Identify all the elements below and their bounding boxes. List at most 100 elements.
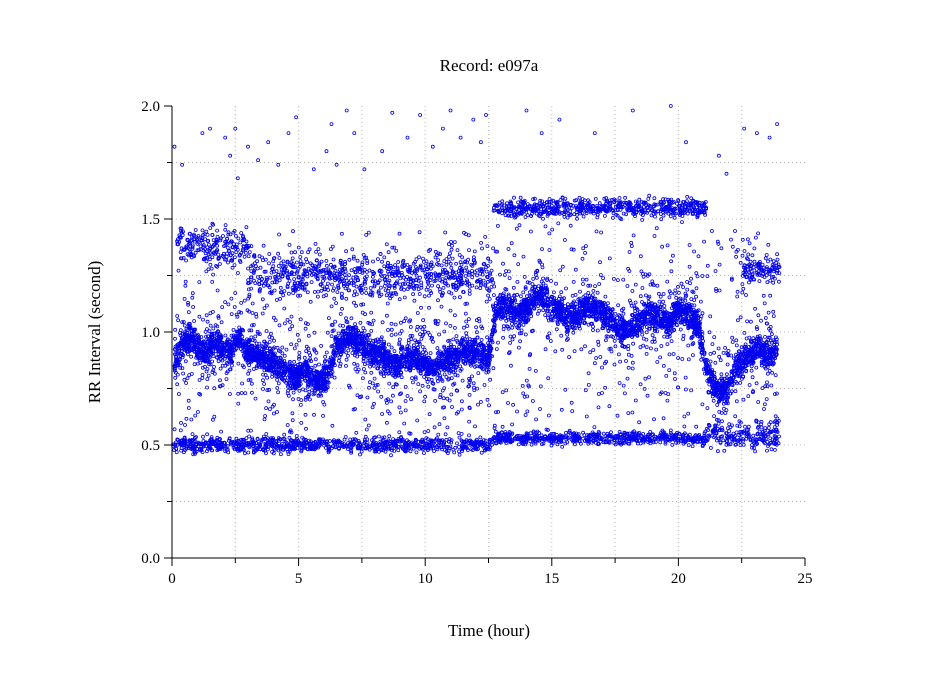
data-point	[508, 363, 513, 368]
data-point	[506, 292, 511, 297]
data-point	[399, 350, 403, 355]
data-point	[649, 346, 653, 351]
data-point	[219, 320, 224, 325]
data-point	[595, 290, 600, 295]
data-point	[549, 279, 553, 283]
data-point	[531, 276, 536, 281]
data-point	[539, 279, 544, 284]
data-point	[216, 359, 221, 364]
data-point	[272, 338, 276, 343]
data-point	[506, 294, 511, 298]
data-point	[173, 336, 177, 341]
data-point	[754, 381, 759, 386]
data-point	[292, 359, 297, 364]
data-point	[564, 286, 568, 291]
data-points	[171, 104, 782, 458]
data-point	[291, 397, 295, 402]
data-point	[774, 335, 778, 340]
data-point	[442, 329, 447, 334]
data-point	[433, 398, 438, 403]
data-point	[767, 368, 772, 373]
data-point	[547, 248, 552, 252]
data-point	[482, 383, 487, 387]
data-point	[297, 354, 302, 359]
data-point	[240, 381, 245, 386]
data-point	[422, 324, 427, 329]
data-point	[775, 391, 779, 396]
data-point	[773, 392, 777, 397]
data-point	[726, 348, 731, 353]
data-point	[402, 319, 407, 324]
data-point	[733, 414, 738, 419]
data-point	[657, 291, 661, 296]
data-point	[770, 370, 774, 375]
data-point	[759, 318, 763, 323]
data-point	[730, 335, 735, 340]
data-point	[743, 342, 748, 347]
data-point	[276, 390, 281, 395]
data-point	[444, 375, 449, 379]
data-point	[344, 296, 349, 301]
data-point	[265, 375, 270, 380]
data-point	[389, 321, 394, 326]
data-point	[552, 290, 556, 295]
data-point	[369, 310, 374, 315]
data-point	[309, 359, 314, 364]
data-point	[431, 339, 435, 344]
data-point	[537, 308, 542, 313]
data-point	[591, 288, 596, 293]
data-point	[256, 331, 261, 336]
data-point	[185, 376, 190, 381]
data-point	[438, 374, 443, 379]
data-point	[424, 351, 429, 356]
data-point	[686, 343, 691, 348]
data-point	[205, 319, 210, 324]
data-point	[734, 381, 739, 386]
data-point	[428, 351, 433, 356]
data-point	[521, 322, 526, 327]
data-point	[650, 339, 655, 344]
data-point	[547, 331, 552, 336]
data-point	[261, 372, 266, 377]
data-point	[511, 285, 516, 290]
data-point	[633, 300, 638, 305]
data-point	[601, 276, 605, 281]
data-point	[393, 332, 398, 337]
data-point	[474, 330, 479, 335]
data-point	[233, 291, 238, 295]
data-point	[629, 353, 634, 358]
data-point	[711, 398, 716, 403]
data-point	[229, 333, 234, 338]
data-point	[324, 350, 329, 355]
data-point	[379, 371, 384, 376]
data-point	[573, 267, 578, 272]
data-point	[486, 367, 491, 372]
data-point	[310, 388, 314, 393]
data-point	[581, 282, 585, 286]
data-point	[205, 377, 210, 382]
data-point	[326, 316, 331, 321]
data-point	[771, 314, 776, 319]
data-point	[262, 382, 267, 386]
data-point	[459, 342, 463, 347]
data-point	[459, 407, 464, 412]
data-point	[681, 285, 685, 290]
data-point	[304, 349, 309, 354]
data-point	[508, 334, 513, 339]
data-point	[567, 355, 571, 360]
data-point	[559, 290, 564, 295]
data-point	[685, 287, 690, 292]
data-point	[491, 366, 496, 371]
data-point	[290, 411, 295, 416]
data-point	[757, 334, 762, 339]
data-point	[725, 372, 729, 377]
data-point	[512, 334, 516, 339]
data-point	[685, 279, 689, 284]
data-point	[304, 344, 309, 349]
data-point	[312, 412, 316, 417]
data-point	[235, 314, 240, 319]
data-point	[236, 361, 241, 366]
data-point	[699, 299, 703, 304]
data-point	[422, 399, 427, 404]
